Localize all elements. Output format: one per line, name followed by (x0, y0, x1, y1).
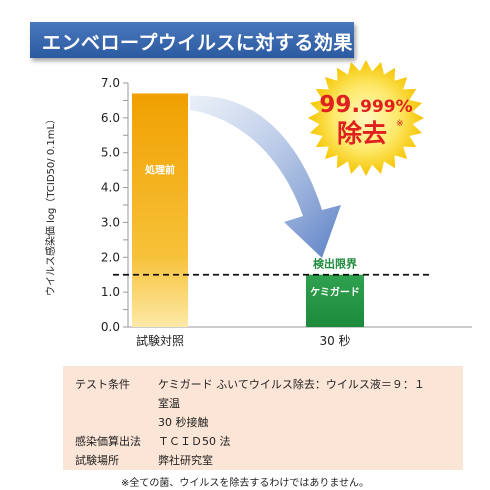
removal-text: 除去 (337, 119, 387, 148)
x-tick-label: 試験対照 (136, 333, 184, 348)
test-conditions-panel: テスト条件 ケミガード ふいてウイルス除去：ウイルス液＝９：１ 室温 30 秒接… (63, 366, 463, 470)
reduction-arrow (190, 95, 341, 259)
detection-limit-label: 検出限界 (313, 257, 357, 271)
y-tick-label: 3.0 (101, 215, 120, 229)
title-banner: エンベロープウイルスに対する効果 (30, 22, 354, 58)
condition-label: 感染価算出法 (75, 435, 141, 448)
condition-label: テスト条件 (75, 378, 130, 391)
page-title: エンベロープウイルスに対する効果 (42, 32, 353, 54)
bar (132, 93, 188, 327)
footnote: ※全ての菌、ウイルスを除去するわけではありません。 (120, 478, 370, 489)
bar-label: 処理前 (144, 164, 175, 177)
removal-rate-text: 99.999% (319, 92, 412, 118)
y-tick-label: 6.0 (101, 111, 120, 125)
y-tick-label: 2.0 (101, 250, 120, 264)
condition-label: 試験場所 (75, 454, 119, 467)
y-tick-label: 4.0 (101, 181, 120, 195)
footnote-mark: ※ (396, 119, 404, 129)
condition-value: ＴＣＩＤ50 法 (158, 435, 231, 448)
x-tick-label: 30 秒 (319, 334, 350, 348)
bar-chart: 0.0 1.0 2.0 3.0 4.0 5.0 6.0 7.0 ウイルス感染価 log（TCID… (44, 60, 472, 348)
y-tick-label: 1.0 (101, 285, 120, 299)
condition-value: ケミガード ふいてウイルス除去：ウイルス液＝９：１ (158, 378, 425, 391)
bar (306, 274, 364, 327)
condition-value: 30 秒接触 (158, 416, 209, 429)
bar-label: ケミガード (310, 286, 360, 299)
condition-value: 弊社研究室 (158, 454, 213, 467)
y-tick-label: 7.0 (101, 76, 120, 90)
y-axis-title: ウイルス感染価 log（TCID50/ 0.1mL） (44, 114, 57, 296)
y-tick-label: 0.0 (101, 320, 120, 334)
y-tick-label: 5.0 (101, 146, 120, 160)
condition-value: 室温 (158, 397, 180, 410)
starburst-badge (308, 60, 424, 176)
